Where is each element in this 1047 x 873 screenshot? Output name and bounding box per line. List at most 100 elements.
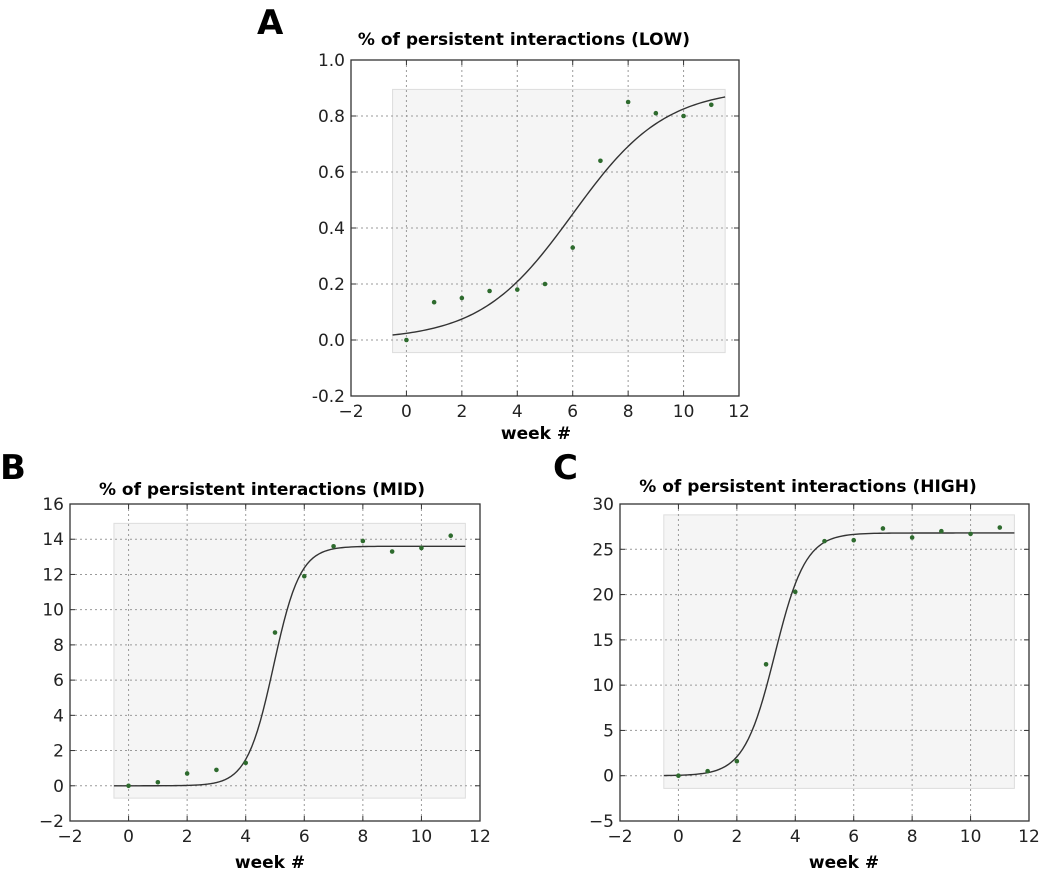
x-tick-label-a: 0 xyxy=(401,402,412,422)
y-tick-label-c: 25 xyxy=(592,540,614,560)
y-tick-label-c: 10 xyxy=(592,676,614,696)
x-tick-label-b: −2 xyxy=(57,827,82,847)
data-point-c xyxy=(939,528,944,534)
x-tick-label-b: 4 xyxy=(240,827,251,847)
x-tick-label-c: 0 xyxy=(673,827,684,847)
panel-letter-c: C xyxy=(553,448,578,488)
y-tick-label-a: 1.0 xyxy=(318,51,345,71)
y-tick-label-a: 0.0 xyxy=(318,331,345,351)
data-point-b xyxy=(184,771,190,776)
data-point-b xyxy=(155,779,161,785)
data-point-c xyxy=(705,768,710,774)
x-tick-label-b: 10 xyxy=(411,827,433,847)
data-point-a xyxy=(459,295,465,301)
data-point-c xyxy=(880,526,886,531)
data-point-a xyxy=(404,337,409,343)
x-tick-label-b: 8 xyxy=(357,827,368,847)
x-tick-label-c: 12 xyxy=(1018,827,1040,847)
fit-curve-b xyxy=(113,545,466,787)
x-axis-label-a: week # xyxy=(501,424,571,444)
data-point-c xyxy=(822,538,827,544)
shaded-band-c xyxy=(663,514,1015,789)
data-point-a xyxy=(625,99,631,105)
fit-curve-a xyxy=(392,96,726,336)
panel-letter-b: B xyxy=(0,448,26,488)
y-tick-label-c: −5 xyxy=(589,812,614,832)
y-tick-label-b: 4 xyxy=(53,706,64,726)
y-tick-label-b: 2 xyxy=(53,742,64,762)
y-tick-label-a: 0.2 xyxy=(318,275,345,295)
data-point-b xyxy=(126,783,131,789)
y-tick-label-b: 6 xyxy=(53,671,64,691)
panel-b: B % of persistent interactions (MID) wee… xyxy=(0,448,491,873)
x-tick-label-c: 8 xyxy=(907,827,918,847)
y-tick-label-c: 0 xyxy=(603,767,614,787)
fit-curve-c xyxy=(663,532,1015,777)
y-tick-label-c: 20 xyxy=(592,586,614,606)
data-point-a xyxy=(487,288,492,294)
panel-a: A % of persistent interactions (LOW) wee… xyxy=(257,3,750,444)
x-tick-label-a: 2 xyxy=(456,402,467,422)
y-tick-label-b: 12 xyxy=(42,565,64,585)
data-point-b xyxy=(389,549,395,554)
shaded-band-a xyxy=(392,88,726,354)
y-tick-label-a: 0.4 xyxy=(318,219,345,239)
y-tick-label-b: 0 xyxy=(53,777,64,797)
panel-c: C % of persistent interactions (HIGH) we… xyxy=(553,448,1040,873)
data-point-b xyxy=(272,630,278,635)
y-tick-label-a: 0.8 xyxy=(318,107,345,127)
x-tick-label-a: 10 xyxy=(673,402,695,422)
data-point-b xyxy=(301,573,307,579)
x-tick-label-a: 12 xyxy=(728,402,750,422)
data-point-b xyxy=(448,533,454,538)
y-tick-label-c: 5 xyxy=(603,721,614,741)
data-point-a xyxy=(431,299,437,305)
data-point-b xyxy=(214,767,219,773)
plot-frame-b xyxy=(69,503,481,822)
chart-title-mid: % of persistent interactions (MID) xyxy=(99,480,425,500)
data-point-c xyxy=(909,535,915,540)
data-point-a xyxy=(598,158,603,164)
plot-frame-c xyxy=(619,503,1030,822)
data-point-c xyxy=(734,758,740,764)
y-tick-label-b: 8 xyxy=(53,636,64,656)
y-tick-label-b: 10 xyxy=(42,601,64,621)
data-point-c xyxy=(676,773,681,779)
data-point-c xyxy=(968,531,973,537)
data-point-b xyxy=(331,543,336,549)
data-point-a xyxy=(681,113,686,119)
x-tick-label-c: −2 xyxy=(607,827,632,847)
y-tick-label-c: 30 xyxy=(592,495,614,515)
x-tick-label-b: 6 xyxy=(299,827,310,847)
x-tick-label-a: −2 xyxy=(338,402,363,422)
data-point-a xyxy=(542,281,548,287)
chart-title-high: % of persistent interactions (HIGH) xyxy=(639,477,976,497)
y-tick-label-c: 15 xyxy=(592,631,614,651)
y-tick-label-b: 14 xyxy=(42,530,64,550)
x-tick-label-a: 4 xyxy=(512,402,523,422)
x-tick-label-c: 10 xyxy=(960,827,982,847)
data-point-b xyxy=(360,538,366,544)
x-axis-label-c: week # xyxy=(809,853,879,873)
x-tick-label-c: 2 xyxy=(731,827,742,847)
y-tick-label-b: 16 xyxy=(42,495,64,515)
shaded-band-b xyxy=(113,522,466,799)
x-tick-label-c: 6 xyxy=(848,827,859,847)
data-point-c xyxy=(851,537,857,543)
data-point-a xyxy=(570,245,576,250)
y-tick-label-b: −2 xyxy=(39,812,64,832)
x-tick-label-a: 6 xyxy=(567,402,578,422)
data-point-c xyxy=(763,662,769,667)
data-point-c xyxy=(792,589,798,595)
panel-letter-a: A xyxy=(257,3,284,43)
x-tick-label-b: 2 xyxy=(182,827,193,847)
data-point-a xyxy=(708,102,714,108)
y-tick-label-a: -0.2 xyxy=(312,387,345,407)
data-point-a xyxy=(653,110,659,116)
x-axis-label-b: week # xyxy=(235,853,305,873)
x-tick-label-a: 8 xyxy=(623,402,634,422)
data-point-b xyxy=(243,760,249,766)
y-tick-label-a: 0.6 xyxy=(318,163,345,183)
data-point-a xyxy=(514,287,520,292)
